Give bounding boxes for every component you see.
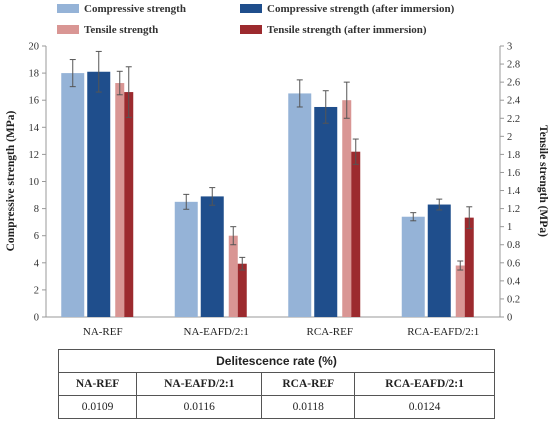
bar bbox=[351, 151, 361, 317]
legend-swatch bbox=[240, 4, 262, 13]
table-cell: 0.0124 bbox=[354, 395, 495, 419]
bar bbox=[288, 93, 312, 317]
bar bbox=[401, 216, 425, 317]
bar bbox=[455, 265, 465, 317]
bar bbox=[228, 235, 238, 317]
table-cell: 0.0116 bbox=[136, 395, 263, 419]
y-tick-label: 16 bbox=[29, 96, 40, 107]
x-axis: NA-REF NA-EAFD/2:1 RCA-REF RCA-EAFD/2:1 bbox=[46, 316, 500, 338]
x-tick-label: RCA-EAFD/2:1 bbox=[407, 326, 479, 338]
y2-tick-label: 3 bbox=[507, 42, 512, 53]
y-tick-label: 6 bbox=[34, 231, 39, 242]
y-tick-label: 4 bbox=[34, 258, 40, 269]
bar bbox=[464, 217, 474, 317]
legend-label: Tensile strength (after immersion) bbox=[267, 24, 427, 36]
y-axis-right: 0 0.2 0.4 0.6 0.8 1 1.2 1.4 1.6 1.8 2 2.2 2.4 2.6 2.8 3 bbox=[499, 42, 521, 324]
delitescence-table: Delitescence rate (%) NA-REF NA-EAFD/2:1… bbox=[57, 349, 495, 419]
y2-tick-label: 0.6 bbox=[507, 258, 520, 269]
x-tick-label: RCA-REF bbox=[307, 326, 353, 338]
y2-tick-label: 1 bbox=[507, 222, 512, 233]
table-title: Delitescence rate (%) bbox=[58, 349, 495, 373]
bar bbox=[237, 263, 247, 317]
x-tick-label: NA-EAFD/2:1 bbox=[184, 326, 249, 338]
bar bbox=[427, 204, 451, 317]
y-tick-label: 10 bbox=[29, 177, 40, 188]
y2-tick-label: 0.4 bbox=[507, 276, 521, 287]
table-col-header: NA-EAFD/2:1 bbox=[136, 372, 263, 396]
legend-label: Compressive strength bbox=[84, 3, 186, 15]
y-tick-label: 2 bbox=[34, 285, 39, 296]
bar-chart: Compressive strength Compressive strength… bbox=[5, 3, 549, 338]
legend: Compressive strength Compressive strength… bbox=[57, 3, 455, 36]
y2-tick-label: 2 bbox=[507, 132, 512, 143]
table-col-header: RCA-REF bbox=[261, 372, 356, 396]
y-tick-label: 8 bbox=[34, 204, 39, 215]
table-col-header: NA-REF bbox=[57, 372, 138, 396]
y2-tick-label: 0.2 bbox=[507, 294, 520, 305]
y2-tick-label: 1.2 bbox=[507, 204, 520, 215]
y2-tick-label: 2.6 bbox=[507, 78, 520, 89]
y2-tick-label: 0.8 bbox=[507, 240, 520, 251]
table-col-header: RCA-EAFD/2:1 bbox=[354, 372, 495, 396]
table-cell: 0.0109 bbox=[57, 395, 138, 419]
y2-tick-label: 2.2 bbox=[507, 114, 520, 125]
y-tick-label: 20 bbox=[29, 42, 40, 53]
table-header-row: NA-REF NA-EAFD/2:1 RCA-REF RCA-EAFD/2:1 bbox=[57, 372, 495, 396]
y2-tick-label: 1.6 bbox=[507, 168, 520, 179]
y-axis-left: 0 2 4 6 8 10 12 14 16 18 20 bbox=[29, 42, 47, 324]
x-tick-label: NA-REF bbox=[83, 326, 123, 338]
bar bbox=[314, 106, 338, 317]
legend-swatch bbox=[57, 25, 79, 34]
bar bbox=[61, 73, 85, 317]
table-cell: 0.0118 bbox=[261, 395, 356, 419]
y2-tick-label: 1.8 bbox=[507, 150, 520, 161]
bar bbox=[115, 83, 125, 317]
legend-swatch bbox=[57, 4, 79, 13]
y-tick-label: 18 bbox=[29, 69, 40, 80]
legend-label: Compressive strength (after immersion) bbox=[267, 3, 455, 15]
y2-tick-label: 1.4 bbox=[507, 186, 521, 197]
legend-swatch bbox=[240, 25, 262, 34]
bars bbox=[61, 50, 474, 318]
table-row: 0.0109 0.0116 0.0118 0.0124 bbox=[57, 395, 495, 419]
y-tick-label: 12 bbox=[29, 150, 40, 161]
bar bbox=[124, 92, 134, 317]
y2-tick-label: 0 bbox=[507, 313, 512, 324]
y-tick-label: 0 bbox=[34, 313, 39, 324]
bar bbox=[342, 100, 352, 317]
y2-axis-title: Tensile strength (MPa) bbox=[537, 125, 549, 237]
bar bbox=[174, 201, 198, 317]
bar bbox=[87, 71, 111, 318]
y2-tick-label: 2.8 bbox=[507, 60, 520, 71]
legend-label: Tensile strength bbox=[84, 24, 158, 36]
y-axis-title: Compressive strength (MPa) bbox=[5, 110, 17, 251]
y-tick-label: 14 bbox=[29, 123, 40, 134]
y2-tick-label: 2.4 bbox=[507, 96, 521, 107]
bar bbox=[200, 196, 224, 317]
